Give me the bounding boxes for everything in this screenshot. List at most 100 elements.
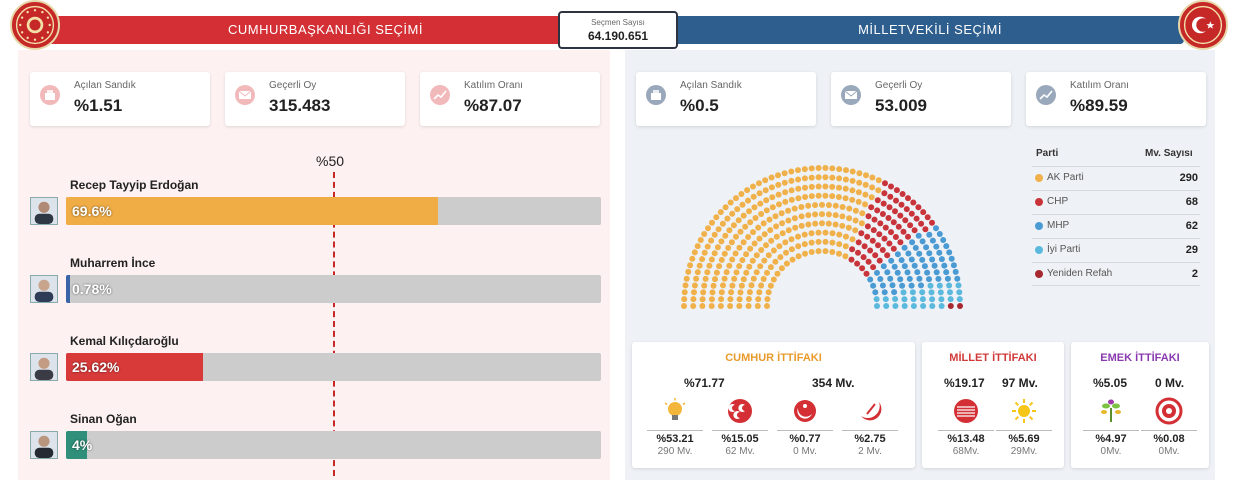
parliament-seat (752, 215, 759, 221)
parliament-seat (795, 195, 802, 202)
parliament-seat (746, 208, 752, 215)
mhp-crescents-icon (725, 396, 755, 426)
parliament-seat (914, 269, 921, 276)
parliament-seat (681, 289, 688, 296)
parliament-seat (808, 183, 815, 190)
parliament-seat (693, 275, 700, 282)
parliament-seat (745, 296, 752, 302)
parliament-seat (938, 303, 945, 309)
parliament-seat (884, 269, 891, 276)
parliament-seat (872, 252, 879, 259)
parliament-seat (892, 296, 899, 302)
parliament-seat (734, 206, 741, 213)
stat-value: %0.5 (680, 96, 719, 115)
parliament-seat (852, 217, 859, 224)
parliament-seat (815, 183, 822, 190)
party-color-dot (1035, 222, 1043, 230)
party-percent: %15.05 (712, 430, 768, 445)
parliament-seat (815, 165, 822, 171)
alliance-title: MİLLET İTTİFAKI (949, 352, 1037, 364)
parliament-seat (770, 247, 777, 254)
parl-stat-opened-boxes: Açılan Sandık %0.5 (636, 72, 816, 126)
trend-chart-icon (430, 85, 450, 105)
parliament-seat (947, 303, 954, 309)
parliament-seat (943, 269, 950, 276)
stat-label: Geçerli Oy (875, 80, 923, 91)
parliament-seat (897, 276, 904, 283)
parliament-seat (876, 231, 883, 238)
parliament-seat (867, 247, 874, 254)
parliament-seat (849, 187, 856, 194)
parliament-seat (926, 276, 932, 283)
parliament-seat (685, 268, 692, 275)
parliament-seat (924, 269, 931, 276)
parliament-seat (874, 197, 881, 204)
parliament-seat (868, 204, 875, 211)
parliament-seat (727, 296, 734, 303)
parliament-seat (788, 187, 795, 194)
parliament-seat (919, 238, 926, 245)
parliament-seat (877, 276, 884, 282)
parliament-seat (718, 238, 725, 245)
parliament-seat (812, 202, 819, 209)
parliament-seat (778, 265, 785, 272)
parliament-seat (922, 226, 929, 233)
pres-stat-valid-votes: Geçerli Oy 315.483 (225, 72, 405, 126)
parliament-seat (948, 255, 955, 262)
parliament-seat (933, 225, 939, 232)
parliament-seat (901, 296, 908, 303)
parliament-seat (924, 214, 931, 221)
parliament-seat (718, 296, 725, 303)
parliament-seat (764, 269, 770, 276)
stat-value: %87.07 (464, 96, 522, 115)
parliament-seat (815, 229, 822, 236)
parliament-seat (745, 197, 751, 204)
candidate-percent: 0.78% (72, 281, 112, 297)
parliament-seat (715, 226, 722, 233)
parliament-seat (842, 195, 849, 202)
parliament-seat (801, 241, 808, 248)
parliament-seat (808, 249, 815, 255)
parliament-seal-icon (1178, 0, 1228, 50)
parliament-seat (740, 276, 747, 283)
party-seat-count: 62 (1185, 220, 1198, 232)
parliament-seat (882, 180, 888, 187)
parliament-seat (782, 189, 789, 196)
parliament-seat (745, 234, 752, 240)
party-seats: 0Mv. (1158, 446, 1180, 457)
parliament-seat (788, 236, 795, 243)
voter-count-box: Seçmen Sayısı 64.190.651 (558, 11, 678, 49)
parliament-seat (739, 201, 746, 208)
parliament-seat (772, 258, 779, 265)
alliance-card-cumhur: CUMHUR İTTİFAKI %71.77 354 Mv. %53.21 29… (632, 342, 915, 468)
parliament-seat (836, 184, 842, 191)
parliament-seat (745, 303, 752, 309)
stat-value: 315.483 (269, 96, 331, 115)
parliament-seat (755, 296, 762, 303)
parliament-seat (832, 221, 839, 228)
parliament-seat (731, 275, 738, 282)
parliament-seat (762, 177, 769, 184)
parliament-seat (729, 210, 736, 217)
parliament-seat (743, 269, 750, 276)
parliament-seat (822, 192, 829, 199)
parliament-seat (781, 179, 788, 186)
parliament-seat (842, 253, 849, 260)
parliament-seat (852, 227, 859, 234)
parliament-seat (701, 249, 708, 256)
parliament-seat (747, 245, 754, 252)
parliament-seat (836, 250, 842, 257)
stat-label: Katılım Oranı (464, 80, 523, 91)
parliament-seat (849, 246, 856, 253)
party-row-mhp: MHP 62 (1032, 214, 1200, 238)
parliament-seat (858, 220, 865, 227)
parliament-seat (718, 256, 725, 263)
parliament-seat (776, 243, 783, 250)
envelope-icon (235, 85, 255, 105)
parliament-seat (761, 257, 768, 264)
parliament-seat (893, 197, 899, 204)
parliament-seat (839, 213, 846, 220)
parliament-seat (775, 181, 782, 188)
parliament-seat (711, 250, 718, 257)
parliament-seat (950, 262, 957, 269)
